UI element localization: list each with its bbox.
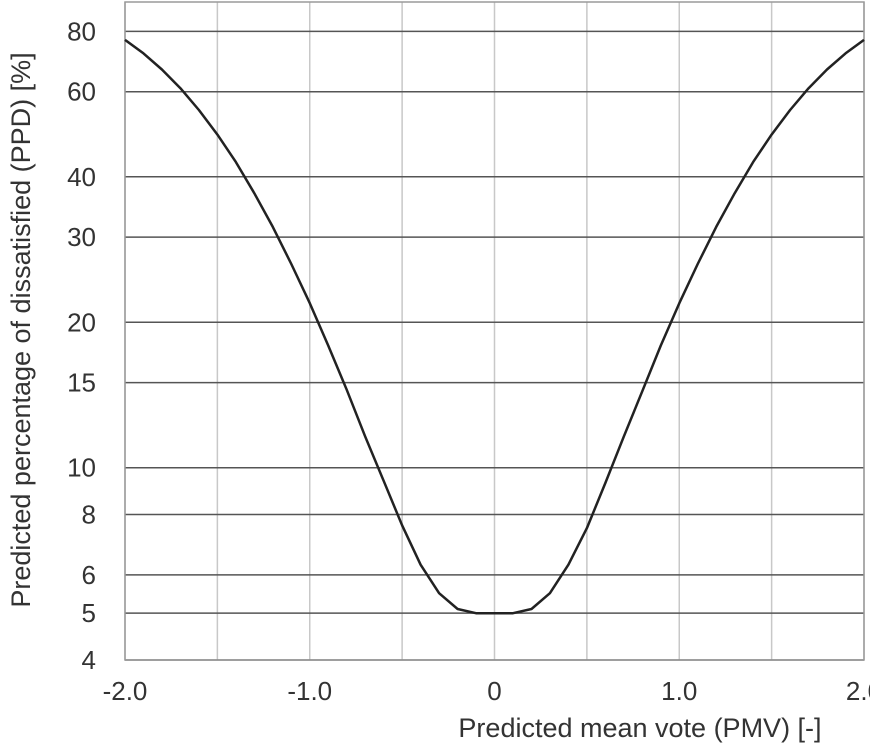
series-layer bbox=[124, 38, 865, 615]
y-tick-label: 5 bbox=[82, 598, 96, 628]
y-tick-label: 60 bbox=[67, 77, 96, 107]
y-tick-label: 10 bbox=[67, 453, 96, 483]
x-tick-label: 0 bbox=[487, 676, 501, 706]
plot-border bbox=[124, 1, 865, 661]
x-tick-label: -1.0 bbox=[287, 676, 332, 706]
y-tick-label: 15 bbox=[67, 368, 96, 398]
x-tick-label: -2.0 bbox=[103, 676, 148, 706]
x-tick-label: 1.0 bbox=[661, 676, 697, 706]
plot-frame bbox=[124, 1, 865, 661]
y-axis-label: Predicted percentage of dissatisfied (PP… bbox=[6, 52, 36, 607]
y-tick-label: 8 bbox=[82, 500, 96, 530]
x-tick-label: 2.0 bbox=[846, 676, 870, 706]
x-axis-label: Predicted mean vote (PMV) [-] bbox=[458, 713, 821, 743]
grid bbox=[124, 2, 865, 661]
y-tick-label: 4 bbox=[82, 645, 96, 675]
y-tick-labels: 4 5 6 8 10 15 20 30 40 60 80 bbox=[67, 16, 96, 675]
y-tick-label: 80 bbox=[67, 16, 96, 46]
x-tick-labels: -2.0 -1.0 0 1.0 2.0 bbox=[103, 676, 870, 706]
y-tick-label: 40 bbox=[67, 162, 96, 192]
y-tick-label: 20 bbox=[67, 307, 96, 337]
ppd-curve bbox=[124, 38, 865, 615]
y-tick-label: 30 bbox=[67, 222, 96, 252]
y-tick-label: 6 bbox=[82, 560, 96, 590]
